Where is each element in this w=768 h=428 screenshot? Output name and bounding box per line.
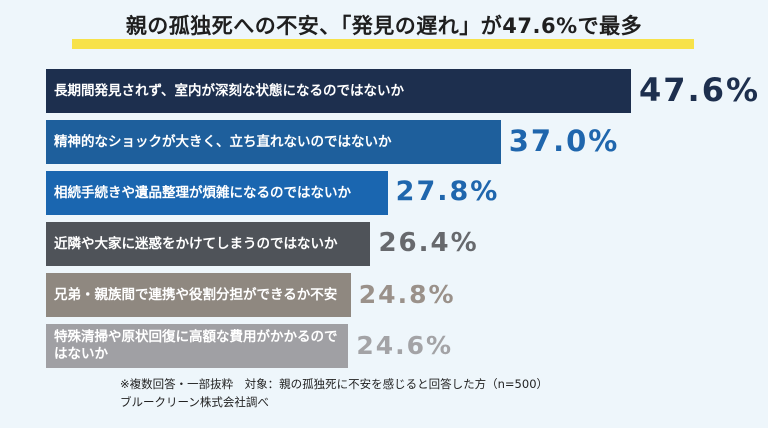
bar-5: 兄弟・親族間で連携や役割分担ができるか不安 — [46, 273, 351, 317]
bar-label-3: 相続手続きや遺品整理が煩雑になるのではないか — [54, 184, 351, 201]
value-label-2: 37.0% — [508, 124, 620, 159]
bar-1: 長期間発見されず、室内が深刻な状態になるのではないか — [46, 69, 631, 113]
bar-label-2: 精神的なショックが大きく、立ち直れないのではないか — [54, 133, 392, 150]
bar-label-6: 特殊清掃や原状回復に高額な費用がかかるのではないか — [54, 329, 338, 362]
bar-4: 近隣や大家に迷惑をかけてしまうのではないか — [46, 222, 371, 266]
value-label-4: 26.4% — [378, 227, 479, 258]
bar-3: 相続手続きや遺品整理が煩雑になるのではないか — [46, 171, 388, 215]
bar-chart: 長期間発見されず、室内が深刻な状態になるのではないか 47.6% 精神的なショックが… — [46, 69, 761, 368]
bar-label-4: 近隣や大家に迷惑をかけてしまうのではないか — [54, 235, 338, 252]
value-label-5: 24.8% — [358, 279, 456, 309]
footnote-note: ※複数回答・一部抜粋 対象：親の孤独死に不安を感じると回答した方（n=500） — [120, 377, 549, 391]
bar-6: 特殊清掃や原状回復に高額な費用がかかるのではないか — [46, 324, 349, 368]
value-label-6: 24.6% — [356, 330, 454, 360]
bar-label-5: 兄弟・親族間で連携や役割分担ができるか不安 — [54, 286, 338, 303]
footnote: ※複数回答・一部抜粋 対象：親の孤独死に不安を感じると回答した方（n=500） … — [120, 375, 548, 411]
value-label-1: 47.6% — [639, 71, 761, 110]
bar-label-1: 長期間発見されず、室内が深刻な状態になるのではないか — [54, 82, 405, 99]
footnote-source: ブルークリーン株式会社調べ — [120, 395, 269, 409]
value-label-3: 27.8% — [395, 176, 500, 208]
bar-2: 精神的なショックが大きく、立ち直れないのではないか — [46, 120, 501, 164]
chart-title: 親の孤独死への不安、「発見の遅れ」が47.6%で最多 — [125, 14, 643, 38]
